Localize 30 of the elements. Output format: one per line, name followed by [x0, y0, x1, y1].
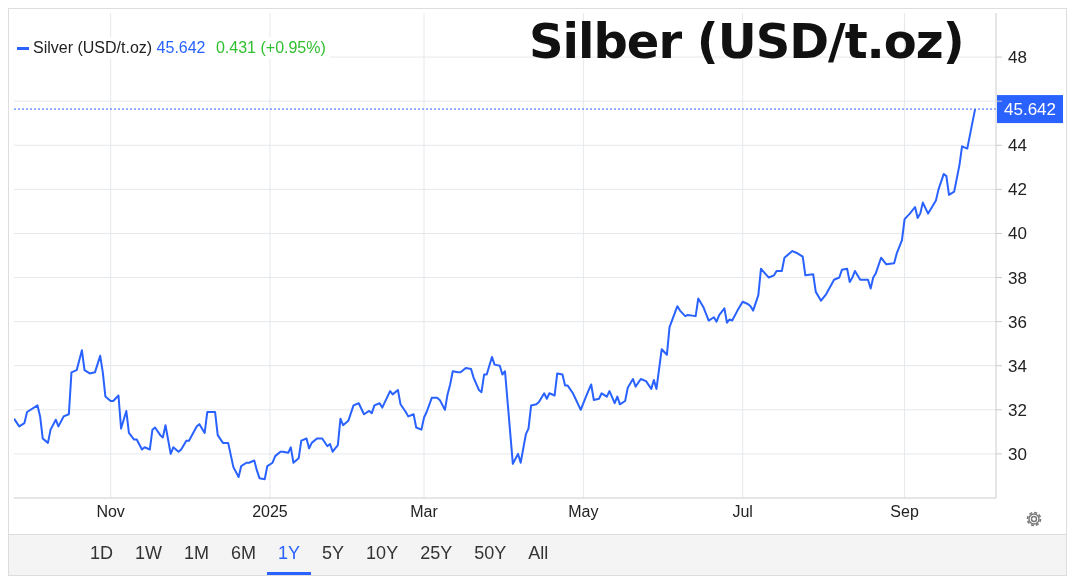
ref-line-label: 45.642: [1004, 100, 1056, 120]
text: 1M: [183, 542, 211, 565]
y-tick-label: 40: [1008, 224, 1027, 244]
x-tick-label: Mar: [410, 503, 439, 521]
x-tick-label: 2025: [252, 503, 288, 521]
annotation: 45.642: [156, 39, 207, 56]
x-tick-label: Jul: [732, 503, 753, 521]
y-tick-label: 34: [1008, 356, 1027, 376]
x-tick-label: Sep: [890, 503, 919, 521]
text: 50Y: [473, 542, 508, 565]
x-tick-label: May: [568, 503, 599, 521]
text: 10Y: [365, 542, 400, 565]
y-tick-label: 48: [1008, 48, 1027, 68]
y-tick-label: 30: [1008, 444, 1027, 464]
annotation: 0.431 (+0.95%): [215, 39, 326, 56]
text: 1W: [134, 542, 163, 565]
x-tick-label: Nov: [96, 503, 125, 521]
y-tick-label: 42: [1008, 180, 1027, 200]
text: 1Y: [267, 535, 312, 575]
text: All: [527, 542, 550, 565]
legend-label: Silver (USD/t.oz): [32, 39, 154, 56]
y-tick-label: 36: [1008, 312, 1027, 332]
y-tick-label: 32: [1008, 400, 1027, 420]
text: 6M: [230, 542, 258, 565]
text: 1D: [89, 542, 114, 565]
y-tick-label: 44: [1008, 136, 1027, 156]
y-tick-label: 38: [1008, 268, 1027, 288]
text: 25Y: [419, 542, 454, 565]
chart-title: Silber (USD/t.oz): [529, 13, 964, 69]
text: 5Y: [321, 542, 346, 565]
